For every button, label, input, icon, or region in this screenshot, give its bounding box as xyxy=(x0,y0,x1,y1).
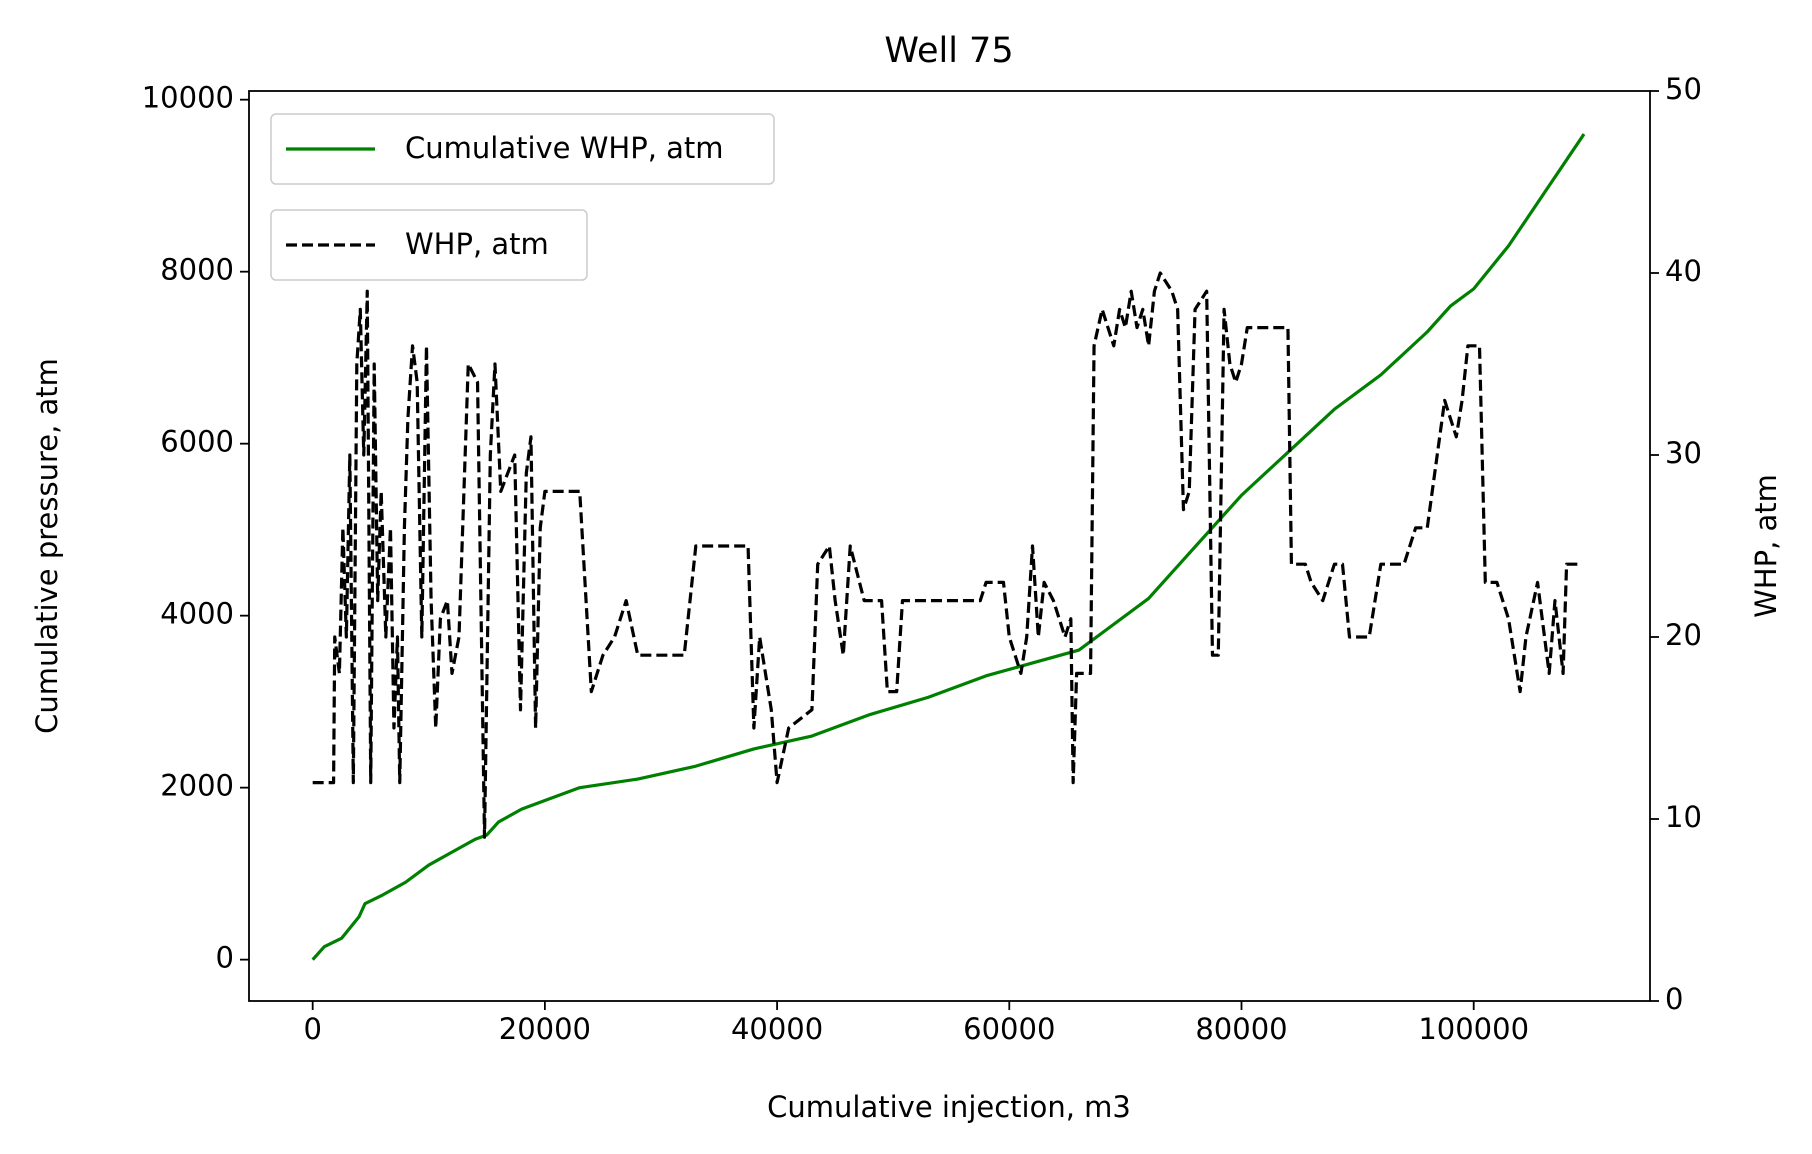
series-line xyxy=(311,133,1586,961)
y2-tick-label: 10 xyxy=(1665,800,1702,834)
y2-axis-label: WHP, atm xyxy=(1749,474,1783,618)
legend-label: WHP, atm xyxy=(405,227,549,261)
y-tick-label: 4000 xyxy=(160,597,234,631)
x-tick-label: 40000 xyxy=(731,1012,823,1046)
y-tick-label: 2000 xyxy=(160,769,234,803)
x-tick-label: 20000 xyxy=(499,1012,591,1046)
y-tick-label: 8000 xyxy=(160,253,234,287)
x-tick-label: 100000 xyxy=(1418,1012,1529,1046)
y2-tick-label: 20 xyxy=(1665,618,1702,652)
x-tick-label: 80000 xyxy=(1195,1012,1287,1046)
y-tick-label: 10000 xyxy=(142,81,234,115)
y-tick-label: 0 xyxy=(216,941,234,975)
plot-frame xyxy=(248,90,1651,1002)
legend-label: Cumulative WHP, atm xyxy=(405,131,724,165)
legend-box xyxy=(270,209,588,281)
y2-tick-label: 30 xyxy=(1665,436,1702,470)
y2-tick-label: 0 xyxy=(1665,982,1683,1016)
y2-tick-label: 50 xyxy=(1665,72,1702,106)
chart-title: Well 75 xyxy=(884,31,1013,71)
x-tick-label: 0 xyxy=(303,1012,321,1046)
series-line xyxy=(312,271,1579,839)
legend-box xyxy=(270,113,775,185)
y2-tick-label: 40 xyxy=(1665,254,1702,288)
x-tick-label: 60000 xyxy=(963,1012,1055,1046)
x-axis-label: Cumulative injection, m3 xyxy=(767,1090,1131,1124)
y-axis-label: Cumulative pressure, atm xyxy=(30,358,64,734)
y-tick-label: 6000 xyxy=(160,425,234,459)
